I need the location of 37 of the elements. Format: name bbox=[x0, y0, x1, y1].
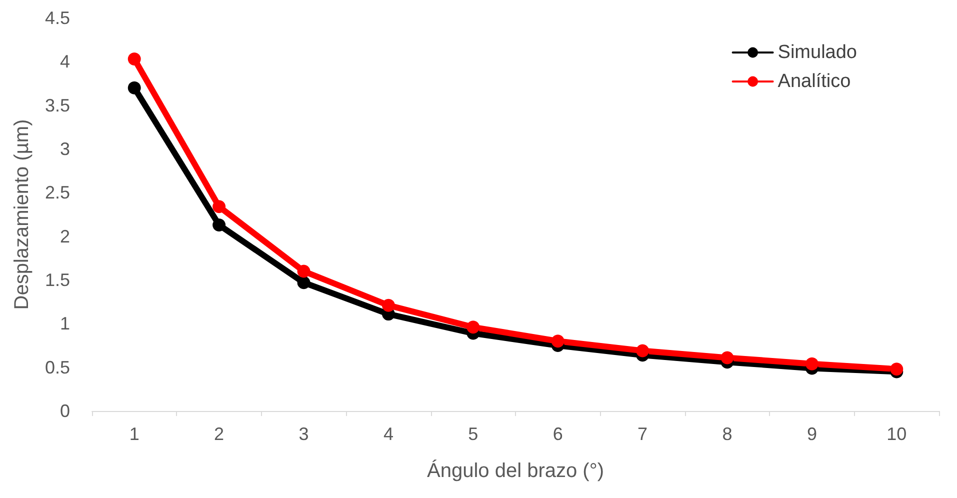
point bbox=[297, 276, 310, 290]
x-tick-label: 6 bbox=[552, 424, 563, 444]
y-tick-label: 0.5 bbox=[44, 357, 70, 378]
y-tick-label: 1.5 bbox=[44, 270, 70, 290]
y-tick-label: 3.5 bbox=[44, 95, 70, 116]
point bbox=[805, 357, 818, 370]
y-tick-label: 3 bbox=[60, 139, 70, 159]
point bbox=[636, 344, 650, 358]
x-tick-label: 4 bbox=[383, 424, 394, 444]
y-tick-label: 1 bbox=[60, 314, 70, 334]
point bbox=[212, 218, 226, 232]
point bbox=[551, 334, 564, 348]
x-tick-label: 2 bbox=[214, 424, 224, 444]
x-tick-label: 3 bbox=[298, 424, 309, 444]
x-tick-label: 5 bbox=[468, 424, 478, 444]
point bbox=[212, 200, 226, 214]
point bbox=[128, 52, 141, 66]
y-tick-label: 4 bbox=[60, 52, 70, 72]
x-tick-label: 10 bbox=[886, 424, 907, 444]
x-tick-label: 8 bbox=[722, 424, 732, 444]
point bbox=[890, 362, 904, 376]
point bbox=[128, 81, 141, 94]
x-axis-title: Ángulo del brazo (°) bbox=[427, 459, 604, 482]
point bbox=[297, 264, 310, 278]
y-tick-label: 2.5 bbox=[44, 182, 70, 203]
point bbox=[466, 320, 480, 334]
y-tick-label: 0 bbox=[60, 401, 70, 421]
y-tick-label: 4.5 bbox=[44, 8, 70, 28]
legend-label: Analítico bbox=[778, 71, 851, 92]
x-tick-label: 7 bbox=[638, 424, 648, 444]
y-tick-label: 2 bbox=[60, 226, 70, 246]
point bbox=[382, 298, 395, 312]
x-tick-label: 1 bbox=[129, 424, 140, 444]
point bbox=[720, 351, 734, 364]
x-tick-label: 9 bbox=[806, 424, 817, 444]
y-axis-title: Desplazamiento (µm) bbox=[11, 119, 33, 310]
legend-label: Simulado bbox=[778, 42, 858, 63]
